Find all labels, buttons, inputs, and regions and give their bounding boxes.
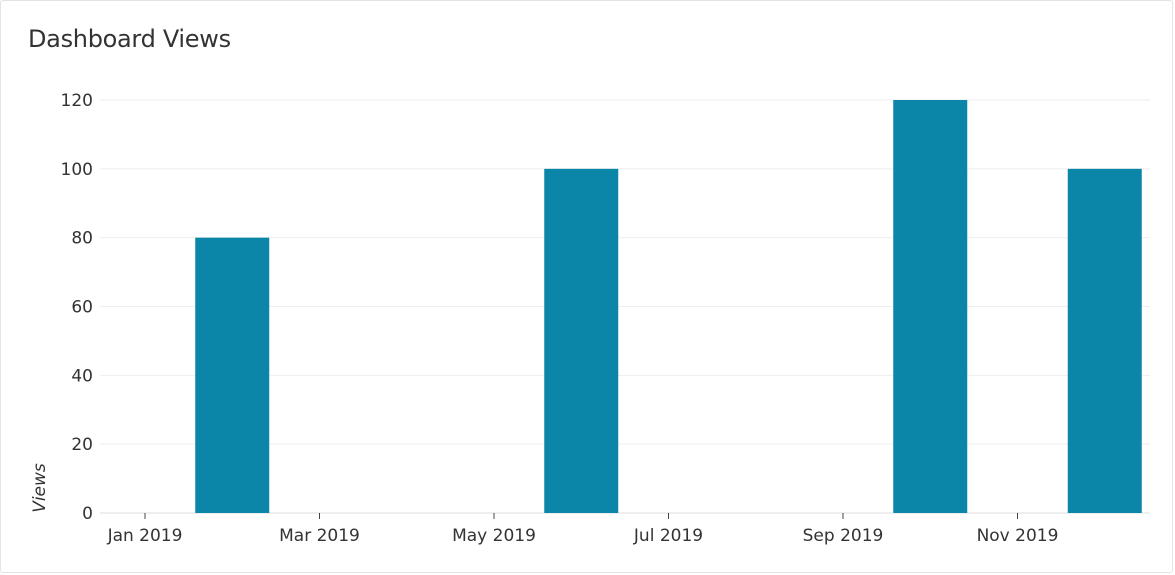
y-tick-label: 80 (71, 229, 93, 249)
x-tick-label: Sep 2019 (803, 526, 884, 546)
y-tick-label: 100 (61, 160, 93, 180)
y-tick-label: 20 (71, 435, 93, 455)
x-tick-label: Jan 2019 (107, 526, 183, 546)
y-axis-label: Views (30, 463, 50, 513)
y-axis-ticks: 0 20 40 60 80 100 120 (61, 91, 93, 524)
bar (195, 237, 270, 513)
y-tick-label: 60 (71, 298, 93, 318)
y-tick-label: 120 (61, 91, 93, 111)
bar (1067, 168, 1142, 514)
gridlines (100, 99, 1150, 514)
y-tick-label: 0 (82, 504, 93, 524)
x-tick-label: May 2019 (452, 526, 536, 546)
x-axis-ticks: Jan 2019 Mar 2019 May 2019 Jul 2019 Sep 2019… (107, 513, 1059, 546)
x-tick-label: Mar 2019 (279, 526, 360, 546)
x-tick-label: Nov 2019 (977, 526, 1059, 546)
bar (544, 168, 619, 514)
chart-title: Dashboard Views (28, 25, 231, 53)
x-tick-label: Jul 2019 (633, 526, 703, 546)
y-tick-label: 40 (71, 366, 93, 386)
bar (893, 100, 968, 513)
bars (195, 100, 1142, 514)
